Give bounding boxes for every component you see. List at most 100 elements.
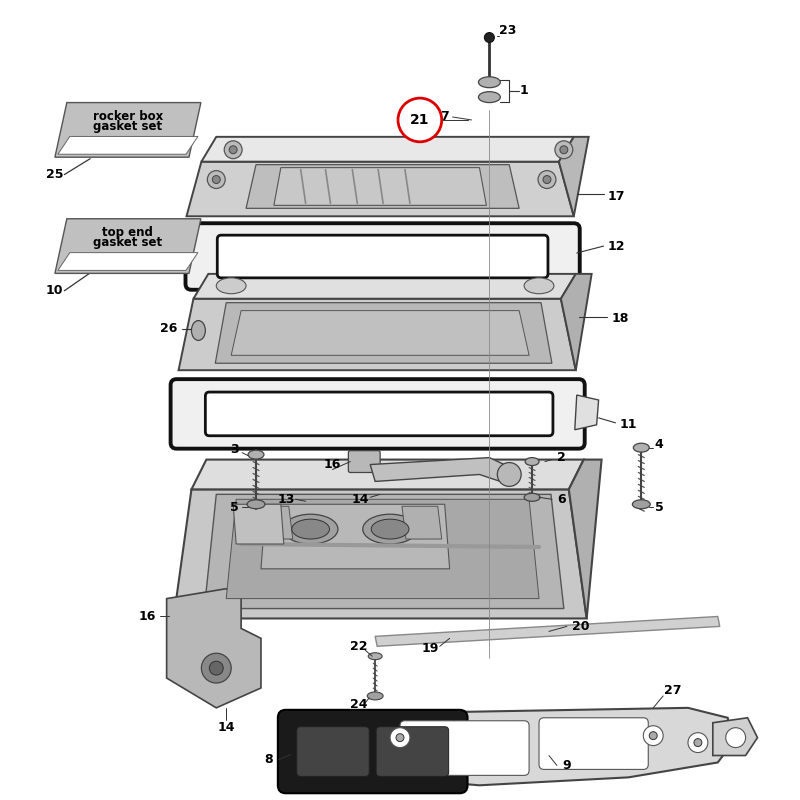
Polygon shape bbox=[574, 395, 598, 430]
Circle shape bbox=[398, 98, 442, 142]
Ellipse shape bbox=[191, 321, 206, 341]
FancyBboxPatch shape bbox=[539, 718, 648, 770]
Text: 4: 4 bbox=[655, 438, 663, 451]
Polygon shape bbox=[215, 302, 552, 363]
Circle shape bbox=[498, 462, 521, 486]
Circle shape bbox=[396, 734, 404, 742]
Text: 22: 22 bbox=[350, 640, 367, 653]
FancyBboxPatch shape bbox=[170, 379, 585, 449]
Text: 3: 3 bbox=[230, 443, 238, 456]
Circle shape bbox=[555, 141, 573, 158]
Polygon shape bbox=[202, 137, 574, 162]
Text: 25: 25 bbox=[46, 168, 63, 181]
Text: 10: 10 bbox=[46, 284, 63, 298]
Polygon shape bbox=[274, 168, 486, 206]
Circle shape bbox=[207, 170, 226, 189]
Polygon shape bbox=[226, 499, 539, 598]
Text: 11: 11 bbox=[620, 418, 637, 431]
Ellipse shape bbox=[525, 458, 539, 466]
Polygon shape bbox=[370, 458, 519, 485]
Ellipse shape bbox=[524, 278, 554, 294]
Polygon shape bbox=[233, 504, 284, 544]
Ellipse shape bbox=[292, 519, 330, 539]
Polygon shape bbox=[166, 589, 261, 708]
Ellipse shape bbox=[248, 450, 264, 459]
Polygon shape bbox=[194, 274, 576, 298]
Text: 12: 12 bbox=[608, 239, 626, 253]
Circle shape bbox=[212, 175, 220, 183]
Polygon shape bbox=[253, 506, 293, 539]
Text: 9: 9 bbox=[562, 759, 571, 772]
Polygon shape bbox=[58, 253, 198, 270]
Polygon shape bbox=[231, 310, 529, 355]
Polygon shape bbox=[246, 165, 519, 208]
FancyBboxPatch shape bbox=[400, 721, 529, 775]
Polygon shape bbox=[561, 274, 592, 370]
Text: 26: 26 bbox=[160, 322, 178, 335]
Text: top end: top end bbox=[102, 226, 154, 239]
Ellipse shape bbox=[362, 514, 418, 544]
Text: 20: 20 bbox=[572, 620, 590, 633]
Polygon shape bbox=[385, 708, 733, 786]
Circle shape bbox=[202, 654, 231, 683]
FancyBboxPatch shape bbox=[297, 726, 370, 776]
Circle shape bbox=[543, 175, 551, 183]
Polygon shape bbox=[569, 459, 602, 618]
Text: 5: 5 bbox=[655, 501, 663, 514]
Text: 18: 18 bbox=[612, 312, 629, 325]
Ellipse shape bbox=[478, 77, 500, 88]
FancyBboxPatch shape bbox=[348, 450, 380, 473]
Polygon shape bbox=[174, 490, 586, 618]
Text: 17: 17 bbox=[608, 190, 626, 203]
Polygon shape bbox=[58, 137, 198, 154]
Ellipse shape bbox=[367, 692, 383, 700]
Polygon shape bbox=[402, 506, 442, 539]
Text: 27: 27 bbox=[664, 685, 682, 698]
Ellipse shape bbox=[632, 500, 650, 509]
FancyBboxPatch shape bbox=[206, 392, 553, 436]
Text: 5: 5 bbox=[230, 501, 238, 514]
Circle shape bbox=[560, 146, 568, 154]
Ellipse shape bbox=[368, 653, 382, 660]
Ellipse shape bbox=[216, 278, 246, 294]
Ellipse shape bbox=[371, 519, 409, 539]
Circle shape bbox=[694, 738, 702, 746]
Circle shape bbox=[229, 146, 237, 154]
FancyBboxPatch shape bbox=[186, 223, 580, 290]
Circle shape bbox=[485, 33, 494, 42]
Polygon shape bbox=[713, 718, 758, 755]
Circle shape bbox=[210, 661, 223, 675]
FancyBboxPatch shape bbox=[278, 710, 467, 794]
Text: 23: 23 bbox=[498, 24, 516, 37]
Ellipse shape bbox=[524, 494, 540, 502]
Text: 24: 24 bbox=[350, 698, 367, 711]
Polygon shape bbox=[204, 494, 564, 609]
FancyBboxPatch shape bbox=[218, 235, 548, 278]
Circle shape bbox=[688, 733, 708, 753]
Text: 8: 8 bbox=[265, 753, 274, 766]
Polygon shape bbox=[375, 617, 720, 646]
Text: rocker box: rocker box bbox=[93, 110, 163, 122]
Ellipse shape bbox=[478, 92, 500, 102]
Circle shape bbox=[643, 726, 663, 746]
Polygon shape bbox=[186, 162, 574, 216]
Circle shape bbox=[390, 728, 410, 747]
Text: 1: 1 bbox=[520, 84, 529, 97]
Text: 16: 16 bbox=[138, 610, 155, 623]
Polygon shape bbox=[191, 459, 584, 490]
Text: gasket set: gasket set bbox=[94, 120, 162, 134]
Polygon shape bbox=[55, 218, 201, 274]
Ellipse shape bbox=[283, 514, 338, 544]
Text: 14: 14 bbox=[351, 493, 369, 506]
Text: 14: 14 bbox=[218, 722, 235, 734]
Polygon shape bbox=[559, 137, 589, 216]
Circle shape bbox=[538, 170, 556, 189]
Text: 13: 13 bbox=[277, 493, 294, 506]
Text: 7: 7 bbox=[440, 110, 449, 123]
Ellipse shape bbox=[247, 500, 265, 509]
Circle shape bbox=[224, 141, 242, 158]
Text: 21: 21 bbox=[410, 113, 430, 127]
Text: 16: 16 bbox=[324, 458, 341, 471]
Ellipse shape bbox=[634, 443, 650, 452]
FancyBboxPatch shape bbox=[376, 726, 449, 776]
